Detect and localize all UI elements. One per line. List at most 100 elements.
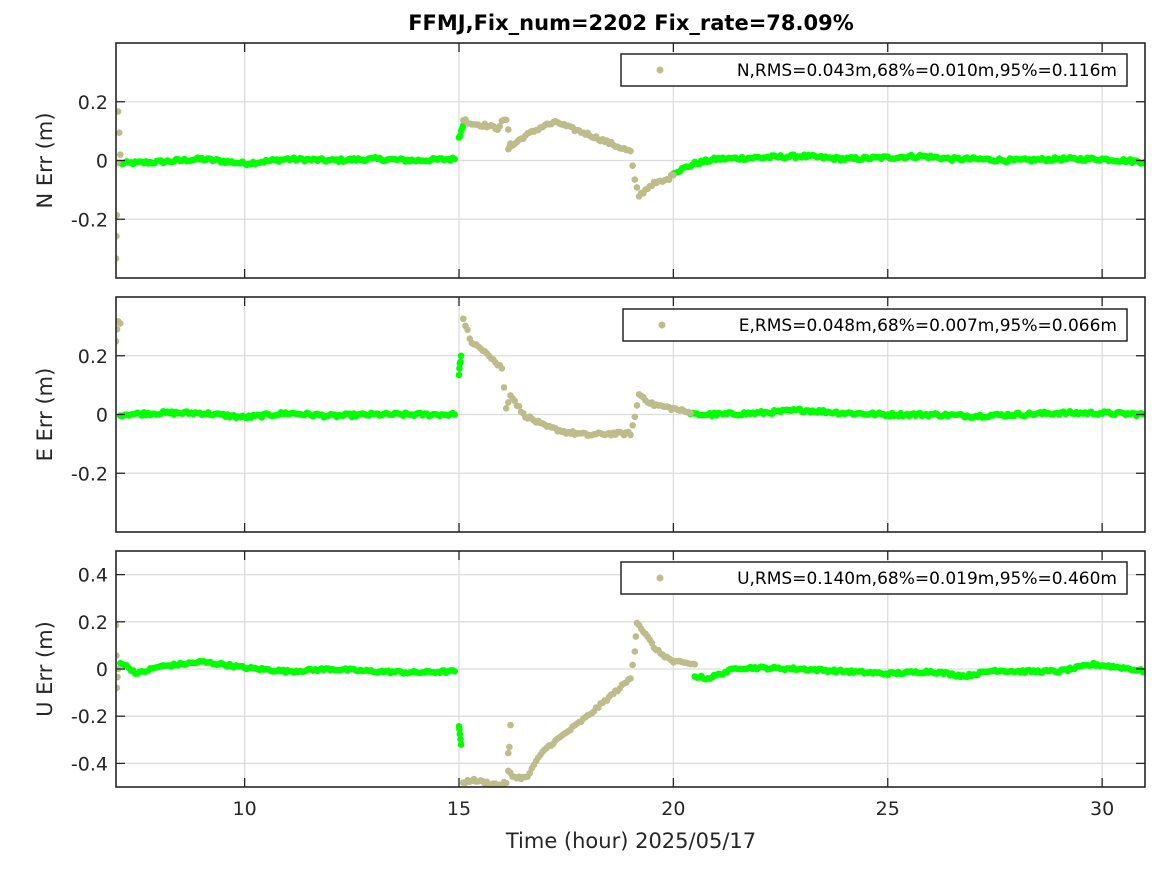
float-point bbox=[502, 404, 510, 412]
fixed-point bbox=[457, 736, 464, 743]
legend-box bbox=[622, 308, 1128, 342]
float-point bbox=[631, 176, 639, 183]
legend: E,RMS=0.048m,68%=0.007m,95%=0.066m bbox=[622, 308, 1128, 342]
float-point bbox=[627, 147, 634, 155]
float-point bbox=[631, 648, 639, 655]
float-point bbox=[632, 633, 640, 640]
x-axis-label: Time (hour) 2025/05/17 bbox=[505, 829, 756, 853]
float-point bbox=[116, 652, 120, 659]
y-tick-label: 0 bbox=[96, 151, 108, 173]
y-tick-label: -0.2 bbox=[71, 463, 108, 485]
y-tick-label: 0.2 bbox=[78, 612, 108, 634]
float-point bbox=[116, 108, 122, 115]
float-point bbox=[116, 684, 121, 692]
float-point bbox=[631, 413, 639, 421]
y-axis-label: E Err (m) bbox=[33, 368, 57, 462]
float-point bbox=[511, 397, 519, 405]
float-point bbox=[116, 151, 124, 158]
float-point bbox=[116, 129, 123, 136]
subplot-group: -0.2 0 0.2 N Err (m) N,RMS=0.043m,68%=0.010m… bbox=[33, 42, 1146, 820]
float-point bbox=[116, 211, 121, 219]
figure-title: FFMJ,Fix_num=2202 Fix_rate=78.09% bbox=[408, 11, 854, 35]
float-point bbox=[116, 338, 120, 345]
float-point bbox=[687, 409, 694, 417]
fixed-point bbox=[457, 741, 465, 748]
float-point bbox=[502, 779, 510, 787]
y-tick-label: 0 bbox=[96, 405, 108, 427]
float-point bbox=[116, 232, 120, 240]
float-point bbox=[496, 122, 504, 130]
float-point bbox=[505, 126, 512, 133]
x-tick-label: 30 bbox=[1090, 798, 1114, 820]
legend: N,RMS=0.043m,68%=0.010m,95%=0.116m bbox=[620, 53, 1128, 87]
legend: U,RMS=0.140m,68%=0.019m,95%=0.460m bbox=[620, 561, 1128, 595]
legend-marker bbox=[658, 321, 666, 329]
float-point bbox=[116, 320, 124, 327]
x-tick-label: 10 bbox=[233, 798, 257, 820]
y-tick-label: -0.4 bbox=[71, 753, 108, 775]
legend-box bbox=[620, 53, 1128, 87]
x-tick-label: 20 bbox=[661, 798, 685, 820]
y-tick-label: -0.2 bbox=[71, 209, 108, 231]
fixed-point bbox=[456, 725, 463, 733]
legend-marker bbox=[656, 66, 664, 74]
float-point bbox=[116, 255, 120, 262]
fixed-point bbox=[455, 371, 463, 379]
marker-layer bbox=[116, 619, 1145, 787]
y-tick-label: -0.2 bbox=[71, 706, 108, 728]
float-point bbox=[627, 431, 634, 439]
float-point bbox=[505, 749, 512, 757]
y-axis-label: U Err (m) bbox=[33, 621, 57, 717]
fixed-point bbox=[1141, 668, 1145, 675]
float-point bbox=[116, 673, 121, 681]
float-point bbox=[116, 159, 121, 167]
fixed-point bbox=[451, 155, 459, 163]
y-tick-label: 0.2 bbox=[78, 346, 108, 368]
float-point bbox=[116, 325, 121, 333]
float-point bbox=[507, 721, 514, 729]
fixed-point bbox=[456, 364, 463, 372]
subplot-north: -0.2 0 0.2 N Err (m) N,RMS=0.043m,68%=0.010m… bbox=[33, 42, 1146, 279]
fixed-point bbox=[456, 132, 464, 140]
fixed-point bbox=[451, 411, 459, 418]
y-tick-label: 0 bbox=[96, 659, 108, 681]
float-point bbox=[502, 116, 510, 124]
subplot-east: -0.2 0 0.2 E Err (m) E,RMS=0.048m,68%=0.007m… bbox=[33, 296, 1146, 533]
legend-box bbox=[620, 561, 1128, 595]
float-point bbox=[670, 171, 677, 179]
legend-label: N,RMS=0.043m,68%=0.010m,95%=0.116m bbox=[737, 61, 1117, 81]
fixed-point bbox=[457, 352, 465, 360]
float-point bbox=[459, 315, 467, 323]
float-point bbox=[506, 743, 513, 751]
float-point bbox=[116, 621, 120, 629]
x-tick-label: 15 bbox=[447, 798, 471, 820]
float-point bbox=[464, 326, 471, 334]
float-point bbox=[648, 639, 656, 647]
float-point bbox=[629, 422, 636, 429]
legend-label: U,RMS=0.140m,68%=0.019m,95%=0.460m bbox=[737, 569, 1117, 589]
fixed-point bbox=[456, 730, 464, 738]
marker-layer bbox=[116, 315, 1145, 439]
float-point bbox=[633, 184, 641, 191]
float-point bbox=[629, 162, 636, 169]
legend-marker bbox=[656, 574, 664, 582]
x-tick-label: 25 bbox=[876, 798, 900, 820]
float-point bbox=[505, 399, 512, 406]
float-point bbox=[500, 384, 508, 391]
legend-label: E,RMS=0.048m,68%=0.007m,95%=0.066m bbox=[739, 316, 1117, 336]
y-axis-label: N Err (m) bbox=[33, 112, 57, 208]
float-point bbox=[627, 675, 634, 682]
fixed-point bbox=[457, 358, 464, 365]
float-point bbox=[691, 660, 699, 668]
float-point bbox=[515, 403, 523, 410]
float-point bbox=[629, 661, 636, 669]
float-point bbox=[526, 769, 534, 777]
subplot-up: 10 15 20 25 30 -0.4 -0.2 0 0.2 0.4 U Err (m) U,RMS=… bbox=[33, 550, 1146, 820]
y-tick-label: 0.2 bbox=[78, 92, 108, 114]
float-point bbox=[498, 364, 506, 372]
y-tick-label: 0.4 bbox=[78, 565, 108, 587]
fixed-point bbox=[451, 668, 459, 675]
float-point bbox=[633, 402, 641, 409]
marker-layer bbox=[116, 108, 1145, 262]
